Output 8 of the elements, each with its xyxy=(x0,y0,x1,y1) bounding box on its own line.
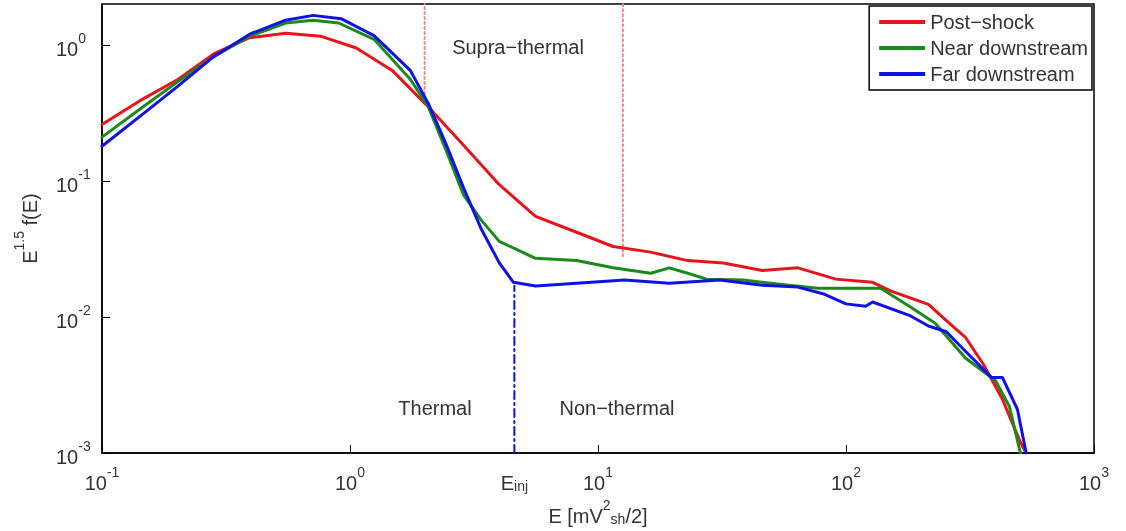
annotation: Non−thermal xyxy=(559,397,675,419)
x-tick-label: Einj xyxy=(500,472,529,495)
legend-label: Far downstream xyxy=(930,63,1075,85)
annotation: Thermal xyxy=(398,397,472,419)
y-axis-title: E1.5 f(E) xyxy=(11,193,41,264)
legend-label: Post−shock xyxy=(930,11,1036,33)
legend-label: Near downstream xyxy=(930,37,1088,59)
annotation: Supra−thermal xyxy=(452,36,584,58)
